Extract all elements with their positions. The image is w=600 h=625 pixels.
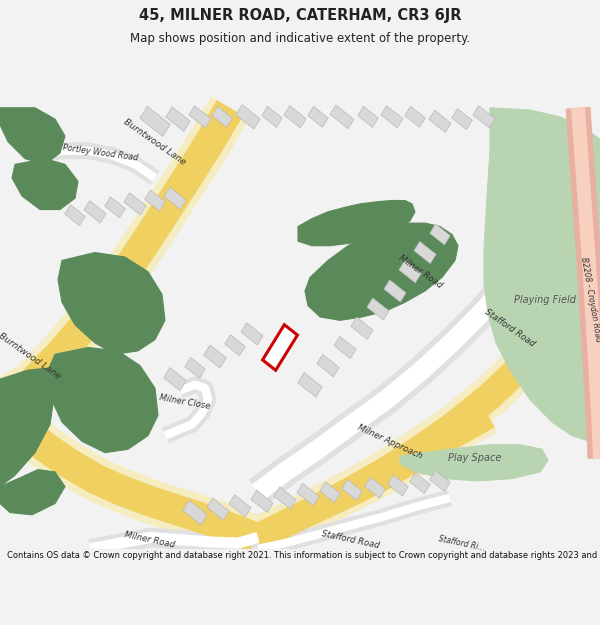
Polygon shape — [351, 317, 373, 339]
Text: Milner Approach: Milner Approach — [356, 422, 424, 460]
Text: Stafford Road: Stafford Road — [483, 308, 537, 349]
Polygon shape — [229, 494, 251, 517]
Polygon shape — [145, 190, 165, 211]
Polygon shape — [305, 223, 458, 321]
Text: Milner Road: Milner Road — [397, 253, 443, 290]
Polygon shape — [320, 482, 340, 502]
Polygon shape — [124, 192, 146, 215]
Polygon shape — [367, 298, 389, 320]
Polygon shape — [430, 224, 450, 245]
Text: Stafford Road: Stafford Road — [320, 529, 380, 550]
Polygon shape — [452, 109, 472, 129]
Polygon shape — [84, 201, 106, 223]
Polygon shape — [330, 105, 354, 129]
Polygon shape — [0, 368, 55, 486]
Polygon shape — [358, 106, 378, 128]
Polygon shape — [484, 107, 600, 441]
Polygon shape — [317, 354, 339, 377]
Text: Milner Road: Milner Road — [124, 530, 176, 549]
Polygon shape — [185, 357, 205, 378]
Polygon shape — [0, 107, 65, 164]
Polygon shape — [297, 483, 319, 506]
Polygon shape — [405, 106, 425, 128]
Polygon shape — [298, 201, 415, 246]
Polygon shape — [236, 104, 260, 129]
Polygon shape — [225, 335, 245, 356]
Polygon shape — [189, 106, 211, 128]
Polygon shape — [262, 106, 282, 128]
Polygon shape — [284, 106, 306, 128]
Polygon shape — [429, 110, 451, 132]
Polygon shape — [140, 106, 170, 136]
Text: Stafford Ri…: Stafford Ri… — [438, 534, 486, 552]
Polygon shape — [400, 445, 548, 481]
Polygon shape — [342, 479, 362, 501]
Text: Playing Field: Playing Field — [514, 295, 576, 305]
Polygon shape — [384, 280, 406, 302]
Polygon shape — [473, 106, 495, 128]
Polygon shape — [212, 106, 232, 128]
Polygon shape — [0, 469, 65, 515]
Polygon shape — [298, 372, 322, 397]
Text: Map shows position and indicative extent of the property.: Map shows position and indicative extent… — [130, 32, 470, 45]
Polygon shape — [48, 348, 158, 452]
Polygon shape — [388, 475, 408, 496]
Polygon shape — [410, 472, 430, 494]
Text: Portley Wood Road: Portley Wood Road — [62, 143, 139, 162]
Text: B2208 - Croydon Road: B2208 - Croydon Road — [579, 257, 600, 343]
Text: Burntwood Lane: Burntwood Lane — [122, 117, 188, 166]
Text: Milner Close: Milner Close — [159, 393, 211, 411]
Polygon shape — [399, 261, 421, 283]
Polygon shape — [430, 471, 450, 491]
Polygon shape — [207, 498, 229, 520]
Text: 45, MILNER ROAD, CATERHAM, CR3 6JR: 45, MILNER ROAD, CATERHAM, CR3 6JR — [139, 8, 461, 22]
Polygon shape — [183, 501, 207, 525]
Polygon shape — [58, 253, 165, 354]
Text: Burntwood Lane: Burntwood Lane — [0, 332, 63, 381]
Polygon shape — [414, 241, 436, 264]
Polygon shape — [381, 106, 403, 128]
Text: Contains OS data © Crown copyright and database right 2021. This information is : Contains OS data © Crown copyright and d… — [7, 551, 600, 561]
Polygon shape — [365, 478, 385, 498]
Polygon shape — [164, 187, 186, 209]
Text: Play Space: Play Space — [448, 453, 502, 463]
Polygon shape — [166, 107, 190, 131]
Polygon shape — [12, 159, 78, 209]
Polygon shape — [308, 106, 328, 128]
Polygon shape — [164, 368, 187, 391]
Polygon shape — [334, 336, 356, 359]
Polygon shape — [263, 325, 298, 370]
Polygon shape — [105, 197, 125, 217]
Polygon shape — [274, 487, 296, 509]
Polygon shape — [241, 322, 263, 345]
Polygon shape — [251, 490, 273, 512]
Polygon shape — [203, 345, 226, 368]
Polygon shape — [65, 205, 85, 226]
